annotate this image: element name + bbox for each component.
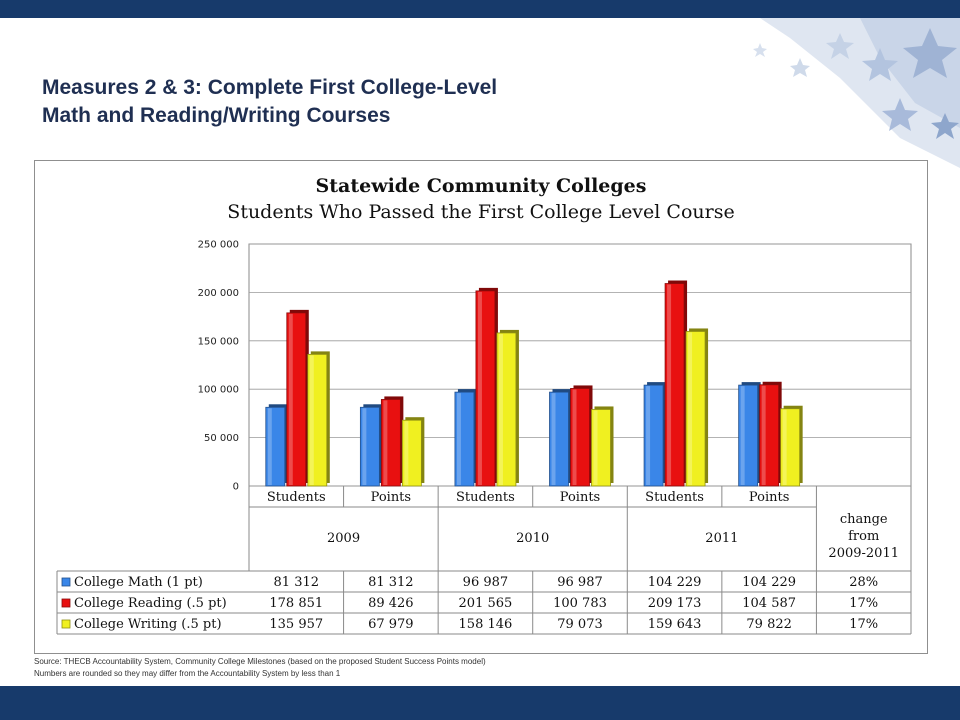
x-group-label: 2010	[516, 531, 549, 546]
bar	[643, 384, 664, 487]
table-cell-value: 79 073	[557, 617, 603, 632]
table-cell-change: 17%	[849, 617, 878, 632]
table-cell-value: 100 783	[553, 596, 607, 611]
source-line-2: Numbers are rounded so they may differ f…	[34, 669, 341, 678]
x-group-label: 2009	[327, 531, 360, 546]
y-tick-label: 200 000	[198, 288, 239, 299]
bar-highlight	[404, 421, 409, 485]
table-cell-value: 79 822	[746, 617, 792, 632]
bar-highlight	[593, 410, 598, 485]
table-cell-value: 81 312	[368, 575, 414, 590]
source-note: Source: THECB Accountability System, Com…	[34, 656, 914, 680]
slide-title: Measures 2 & 3: Complete First College-L…	[42, 74, 602, 130]
bar-chart: 250 000 200 000 150 000 100 000 50 000 0 Stude…	[56, 240, 912, 635]
slide-title-line1: Measures 2 & 3: Complete First College-L…	[42, 76, 498, 99]
legend-label: College Math (1 pt)	[74, 575, 203, 590]
table-cell-value: 96 987	[557, 575, 603, 590]
table-cell-value: 135 957	[269, 617, 323, 632]
x-category-label: Points	[371, 490, 411, 505]
x-category-label: Points	[749, 490, 789, 505]
table-cell-value: 89 426	[368, 596, 414, 611]
bar-highlight	[309, 355, 314, 485]
table-cell-change: 28%	[849, 575, 878, 590]
bar	[307, 353, 328, 487]
legend-swatch	[61, 598, 71, 608]
table-cell-change: 17%	[849, 596, 878, 611]
table-cell-value: 209 173	[648, 596, 702, 611]
change-column-header: 2009-2011	[828, 546, 899, 561]
bar	[359, 406, 380, 487]
bar-highlight	[267, 408, 272, 485]
bar-highlight	[498, 333, 503, 485]
table-cell-value: 201 565	[459, 596, 513, 611]
bar-highlight	[740, 386, 745, 485]
bar-highlight	[688, 332, 693, 485]
x-category-label: Students	[456, 490, 515, 505]
bar-highlight	[782, 409, 787, 485]
bar-highlight	[646, 386, 651, 485]
y-tick-label: 100 000	[198, 385, 239, 396]
change-column-header: from	[848, 529, 879, 544]
table-cell-value: 81 312	[274, 575, 320, 590]
chart-subtitle: Students Who Passed the First College Le…	[227, 201, 735, 223]
bar	[685, 331, 706, 487]
legend-label: College Reading (.5 pt)	[74, 596, 227, 611]
chart-title-block: Statewide Community Colleges Students Wh…	[35, 173, 927, 225]
bar	[549, 391, 569, 487]
x-category-label: Students	[645, 490, 704, 505]
legend-swatch	[61, 619, 71, 629]
bar-highlight	[761, 385, 766, 485]
bar	[265, 406, 286, 487]
bar-highlight	[288, 313, 293, 485]
y-tick-label: 250 000	[198, 240, 239, 251]
x-category-label: Points	[560, 490, 600, 505]
slide-title-line2: Math and Reading/Writing Courses	[42, 104, 391, 127]
table-cell-value: 178 851	[269, 596, 323, 611]
chart-title: Statewide Community Colleges	[315, 175, 647, 197]
change-column-header: change	[840, 512, 888, 527]
bar	[759, 384, 780, 487]
bar	[738, 384, 759, 487]
bar	[664, 283, 685, 487]
table-cell-value: 104 229	[648, 575, 702, 590]
y-tick-label: 0	[233, 482, 239, 493]
bar-highlight	[362, 408, 367, 485]
chart-container: Statewide Community Colleges Students Wh…	[34, 160, 928, 654]
bar-highlight	[477, 291, 482, 485]
bar	[780, 408, 801, 487]
table-cell-value: 104 229	[742, 575, 796, 590]
bar-highlight	[667, 284, 672, 485]
bar	[286, 312, 307, 487]
x-category-label: Students	[267, 490, 326, 505]
bar-highlight	[551, 393, 556, 485]
bar	[380, 399, 401, 487]
bar	[454, 391, 475, 487]
bar	[496, 332, 517, 487]
legend-swatch	[61, 577, 71, 587]
x-group-label: 2011	[705, 531, 738, 546]
table-cell-value: 104 587	[742, 596, 796, 611]
y-tick-label: 150 000	[198, 336, 239, 347]
top-banner	[0, 0, 960, 18]
bar-highlight	[456, 393, 461, 485]
source-line-1: Source: THECB Accountability System, Com…	[34, 657, 486, 666]
table-cell-value: 67 979	[368, 617, 414, 632]
table-cell-value: 96 987	[463, 575, 509, 590]
bar-highlight	[383, 400, 388, 485]
y-tick-label: 50 000	[204, 433, 239, 444]
star-decoration	[753, 18, 960, 168]
bar	[591, 409, 611, 487]
bar	[401, 419, 422, 487]
table-cell-value: 158 146	[459, 617, 513, 632]
bar-highlight	[572, 389, 577, 485]
legend-label: College Writing (.5 pt)	[74, 617, 222, 632]
bar	[570, 388, 590, 487]
table-cell-value: 159 643	[648, 617, 702, 632]
bottom-banner	[0, 686, 960, 720]
bar	[475, 290, 496, 487]
